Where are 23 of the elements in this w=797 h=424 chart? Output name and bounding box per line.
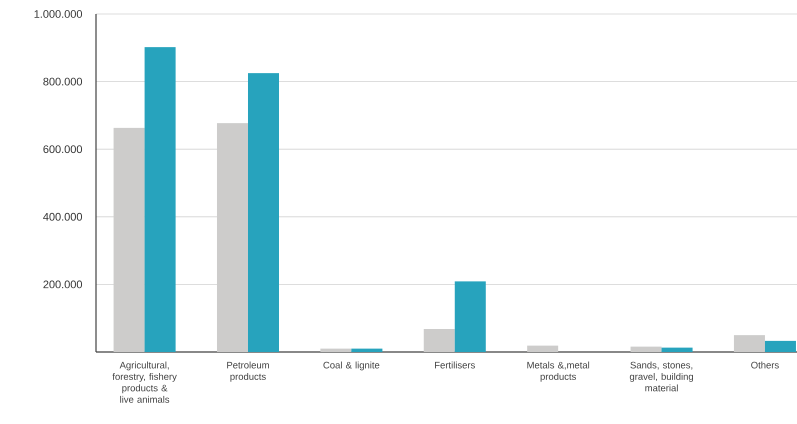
- y-tick-label: 200.000: [43, 280, 82, 288]
- bar: [144, 47, 176, 352]
- bar: [764, 340, 796, 352]
- x-tick-label: Petroleum products: [227, 362, 269, 382]
- x-tick-label: Fertilisers: [435, 362, 475, 368]
- bar: [454, 281, 486, 352]
- bar: [424, 329, 455, 352]
- bar: [320, 348, 352, 352]
- bar: [662, 348, 693, 352]
- bar: [248, 73, 280, 352]
- x-tick-label: Agricultural, forestry, fishery products & live animals: [112, 362, 177, 403]
- bar: [734, 335, 765, 352]
- y-tick-label: 400.000: [43, 212, 82, 221]
- bar: [527, 346, 558, 352]
- bar: [630, 346, 662, 352]
- y-tick-label: 600.000: [43, 145, 82, 154]
- bar: [351, 348, 382, 352]
- y-tick-label: 1.000.000: [34, 10, 82, 18]
- x-tick-label: Sands, stones, gravel, building material: [630, 362, 694, 392]
- x-tick-label: Metals &,metal products: [527, 362, 590, 382]
- x-tick-label: Coal & lignite: [323, 362, 380, 370]
- x-tick-label: Others: [751, 362, 779, 368]
- y-tick-label: 800.000: [43, 78, 82, 86]
